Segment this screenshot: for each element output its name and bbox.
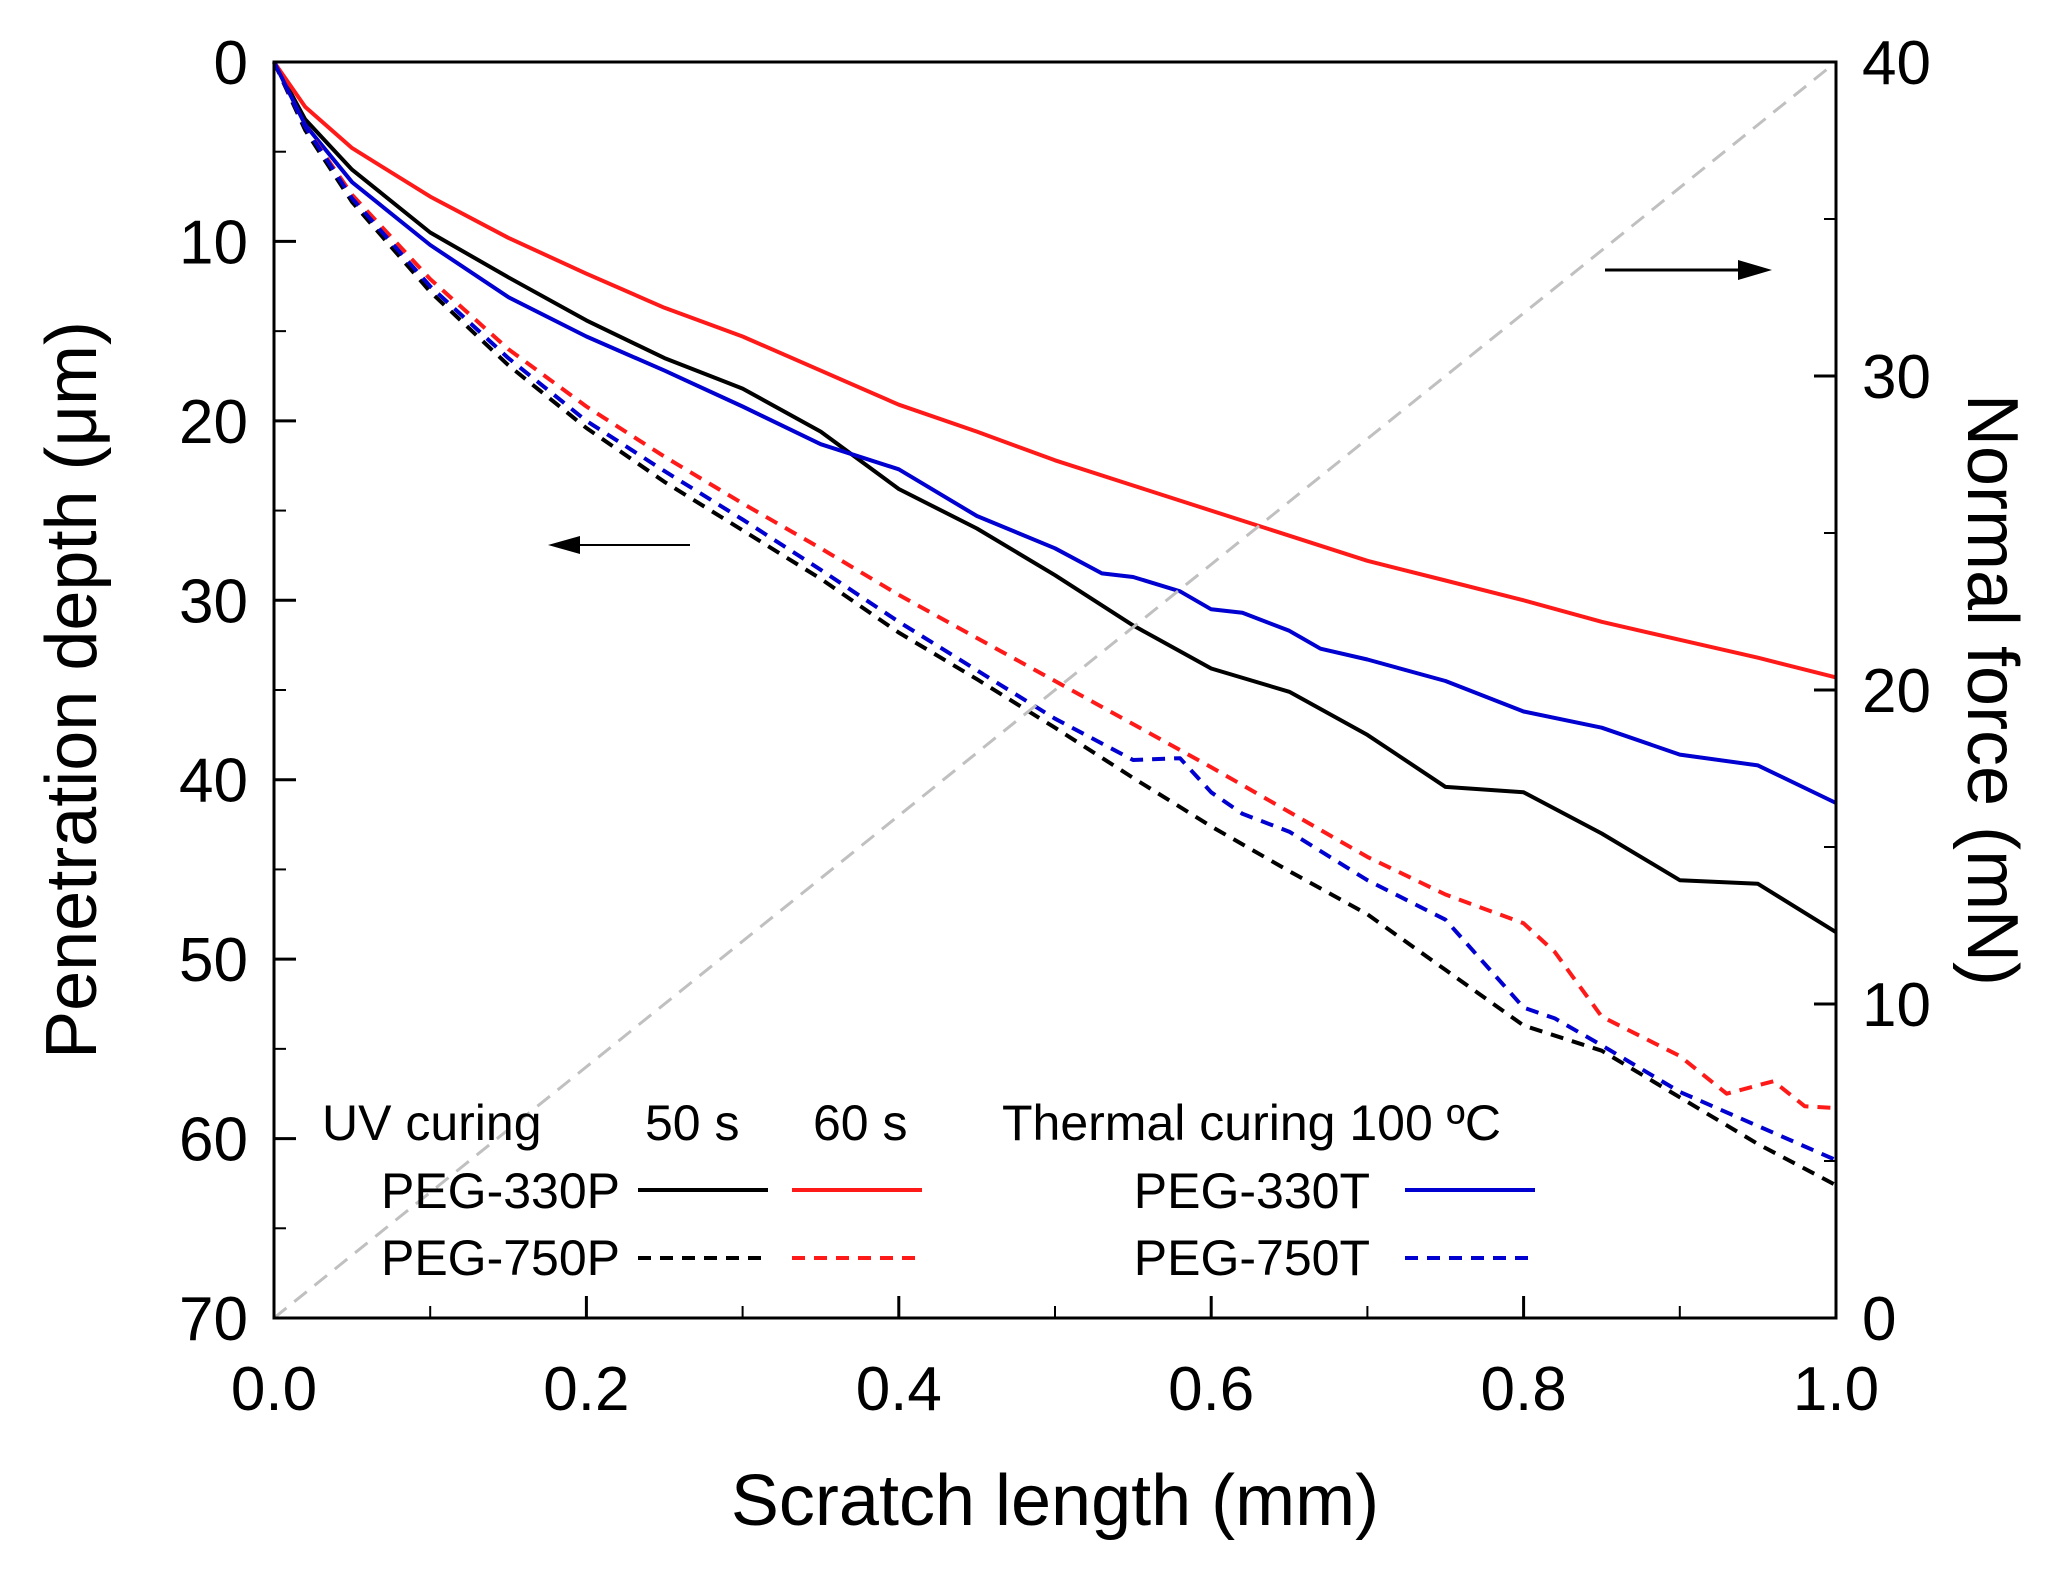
x-tick-label: 0.4 bbox=[856, 1355, 942, 1424]
legend-thermal-heading: Thermal curing 100 ºC bbox=[1002, 1095, 1501, 1151]
legend-uv-heading: UV curing bbox=[322, 1095, 542, 1151]
x-axis-title: Scratch length (mm) bbox=[731, 1461, 1379, 1541]
y-axis-title: Penetration depth (μm) bbox=[32, 321, 112, 1059]
x-tick-label: 0.8 bbox=[1480, 1355, 1566, 1424]
legend-time-50: 50 s bbox=[645, 1095, 740, 1151]
left-axis-arrow bbox=[548, 536, 690, 554]
y-tick-label: 30 bbox=[179, 567, 248, 636]
legend-time-60: 60 s bbox=[813, 1095, 908, 1151]
y2-tick-label: 30 bbox=[1862, 343, 1931, 412]
y-tick-label: 20 bbox=[179, 388, 248, 457]
x-tick-label: 0.0 bbox=[231, 1355, 317, 1424]
y2-tick-label: 10 bbox=[1862, 971, 1931, 1040]
series-line-peg-750t bbox=[272, 61, 1837, 1162]
y-tick-label: 10 bbox=[179, 208, 248, 277]
y2-tick-label: 20 bbox=[1862, 657, 1931, 726]
series-line-peg-750p-60-s bbox=[272, 61, 1837, 1111]
series-line-peg-330p-60-s bbox=[272, 60, 1837, 680]
y2-tick-label: 40 bbox=[1862, 29, 1931, 98]
legend-label-peg330t: PEG-330T bbox=[1134, 1163, 1370, 1219]
legend: UV curing 50 s 60 s Thermal curing 100 º… bbox=[322, 1095, 1535, 1286]
y-tick-label: 70 bbox=[179, 1285, 248, 1354]
y-tick-label: 50 bbox=[179, 926, 248, 995]
series-layer bbox=[272, 60, 1838, 1320]
x-tick-label: 0.6 bbox=[1168, 1355, 1254, 1424]
legend-label-peg750p: PEG-750P bbox=[381, 1230, 620, 1286]
y2-tick-label: 0 bbox=[1862, 1285, 1896, 1354]
y-tick-label: 0 bbox=[214, 29, 248, 98]
series-line-normal-force bbox=[273, 60, 1837, 1320]
series-line-peg-330t bbox=[272, 61, 1837, 805]
x-tick-label: 0.2 bbox=[543, 1355, 629, 1424]
y-tick-label: 40 bbox=[179, 747, 248, 816]
legend-label-peg750t: PEG-750T bbox=[1134, 1230, 1370, 1286]
right-axis-arrow bbox=[1605, 260, 1772, 280]
y-tick-label: 60 bbox=[179, 1106, 248, 1175]
y2-axis-title: Normal force (mN) bbox=[1952, 394, 2032, 986]
series-line-peg-330p-50-s bbox=[272, 61, 1838, 934]
series-line-peg-750p-50-s bbox=[272, 61, 1837, 1187]
legend-label-peg330p: PEG-330P bbox=[381, 1163, 620, 1219]
x-tick-label: 1.0 bbox=[1793, 1355, 1879, 1424]
